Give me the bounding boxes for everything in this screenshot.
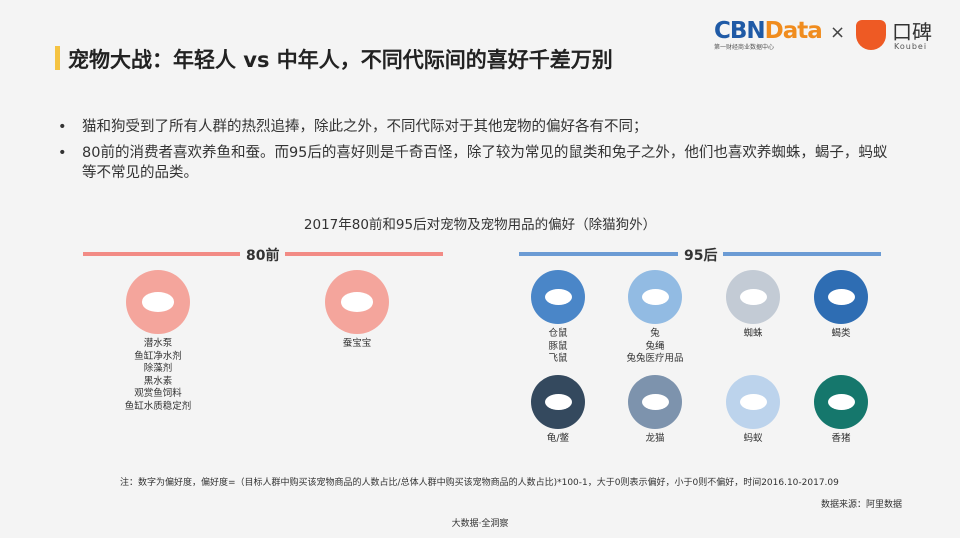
caption-line: 仓鼠 (548, 328, 568, 339)
pig-icon (814, 375, 868, 429)
scorpion-icon-glyph (827, 288, 855, 306)
caption-line: 潜水泵 (143, 338, 173, 349)
caption-line: 兔绳 (645, 340, 665, 352)
bullet-text: 猫和狗受到了所有人群的热烈追捧，除此之外，不同代际对于其他宠物的偏好各有不同； (82, 119, 648, 135)
bullet-dot: • (58, 119, 67, 135)
chinchilla-icon-glyph (641, 393, 669, 411)
item-caption: 蝎类 (771, 328, 911, 341)
ant-icon (726, 375, 780, 429)
turtle-icon-glyph (544, 393, 572, 411)
mouse-icon-glyph (544, 288, 572, 306)
item-caption: 蚕宝宝 (287, 338, 427, 351)
logo-subtext: 第一财经商业数据中心 (714, 44, 775, 51)
caption-line: 蚕宝宝 (342, 338, 372, 349)
item-caption: 蜘蛛 (683, 328, 823, 341)
silkworm-icon (325, 270, 389, 334)
caption-line: 蚂蚁 (743, 433, 763, 444)
footer-slogan: 大数据·全洞察 (451, 519, 509, 529)
caption-line: 除藻剂 (143, 363, 173, 374)
pig-icon-glyph (827, 393, 855, 411)
bullet-item: • 80前的消费者喜欢养鱼和蚕。而95后的喜好则是千奇百怪，除了较为常见的鼠类和兔… (58, 143, 898, 183)
title-accent-bar (55, 46, 60, 70)
mouse-icon (531, 270, 585, 324)
bullet-item: • 猫和狗受到了所有人群的热烈追捧，除此之外，不同代际对于其他宠物的偏好各有不同； (58, 117, 898, 137)
logo-text: Data (764, 18, 823, 44)
item-caption: 潜水泵 鱼缸净水剂 除藻剂 黑水素 观赏鱼饲料 鱼缸水质稳定剂 (88, 338, 228, 413)
turtle-icon (531, 375, 585, 429)
item-caption: 香猪 (771, 433, 911, 446)
silkworm-icon-glyph (341, 292, 373, 312)
caption-line: 兔 (650, 328, 660, 339)
item-caption: 兔兔绳 兔兔医疗用品 (585, 328, 725, 366)
bullet-text: 80前的消费者喜欢养鱼和蚕。而95后的喜好则是千奇百怪，除了较为常见的鼠类和兔子… (82, 145, 888, 181)
group-80-label: 80前 (240, 245, 286, 265)
koubei-logo-icon (856, 20, 886, 50)
caption-line: 鱼缸水质稳定剂 (124, 400, 192, 412)
caption-line: 兔兔医疗用品 (626, 353, 684, 364)
caption-line: 蝎类 (831, 328, 851, 339)
bullet-dot: • (58, 145, 67, 161)
caption-line: 鱼缸净水剂 (134, 350, 182, 362)
scorpion-icon (814, 270, 868, 324)
chinchilla-icon (628, 375, 682, 429)
caption-line: 豚鼠 (548, 340, 568, 352)
caption-line: 龙猫 (645, 433, 665, 444)
item-caption: 龟/鳖 (488, 433, 628, 446)
caption-line: 龟/鳖 (546, 433, 570, 444)
item-caption: 蚂蚁 (683, 433, 823, 446)
caption-line: 观赏鱼饲料 (134, 388, 182, 399)
page-title: 宠物大战：年轻人 vs 中年人，不同代际间的喜好千差万别 (68, 48, 613, 72)
caption-line: 蜘蛛 (743, 328, 763, 339)
times-sign: × (830, 22, 846, 43)
rabbit-icon (628, 270, 682, 324)
fish-icon (126, 270, 190, 334)
group-95-label: 95后 (678, 245, 724, 265)
caption-line: 香猪 (831, 433, 851, 444)
koubei-logo-subtext: Koubei (894, 42, 928, 51)
item-caption: 龙猫 (585, 433, 725, 446)
spider-icon-glyph (739, 288, 767, 306)
data-source: 数据来源：阿里数据 (820, 500, 902, 510)
caption-line: 黑水素 (143, 375, 173, 387)
koubei-logo-text: 口碑 (892, 20, 932, 44)
footnote: 注：数字为偏好度，偏好度=（目标人群中购买该宠物商品的人数占比/总体人群中购买该… (120, 478, 839, 488)
caption-line: 飞鼠 (548, 353, 568, 364)
spider-icon (726, 270, 780, 324)
rabbit-icon-glyph (641, 288, 669, 306)
item-caption: 仓鼠 豚鼠 飞鼠 (488, 328, 628, 366)
cbndata-logo: CBNData 第一财经商业数据中心 (714, 18, 823, 51)
ant-icon-glyph (739, 393, 767, 411)
fish-icon-glyph (142, 292, 174, 312)
logo-text: CBN (714, 18, 766, 44)
chart-subtitle: 2017年80前和95后对宠物及宠物用品的偏好（除猫狗外） (303, 217, 657, 233)
